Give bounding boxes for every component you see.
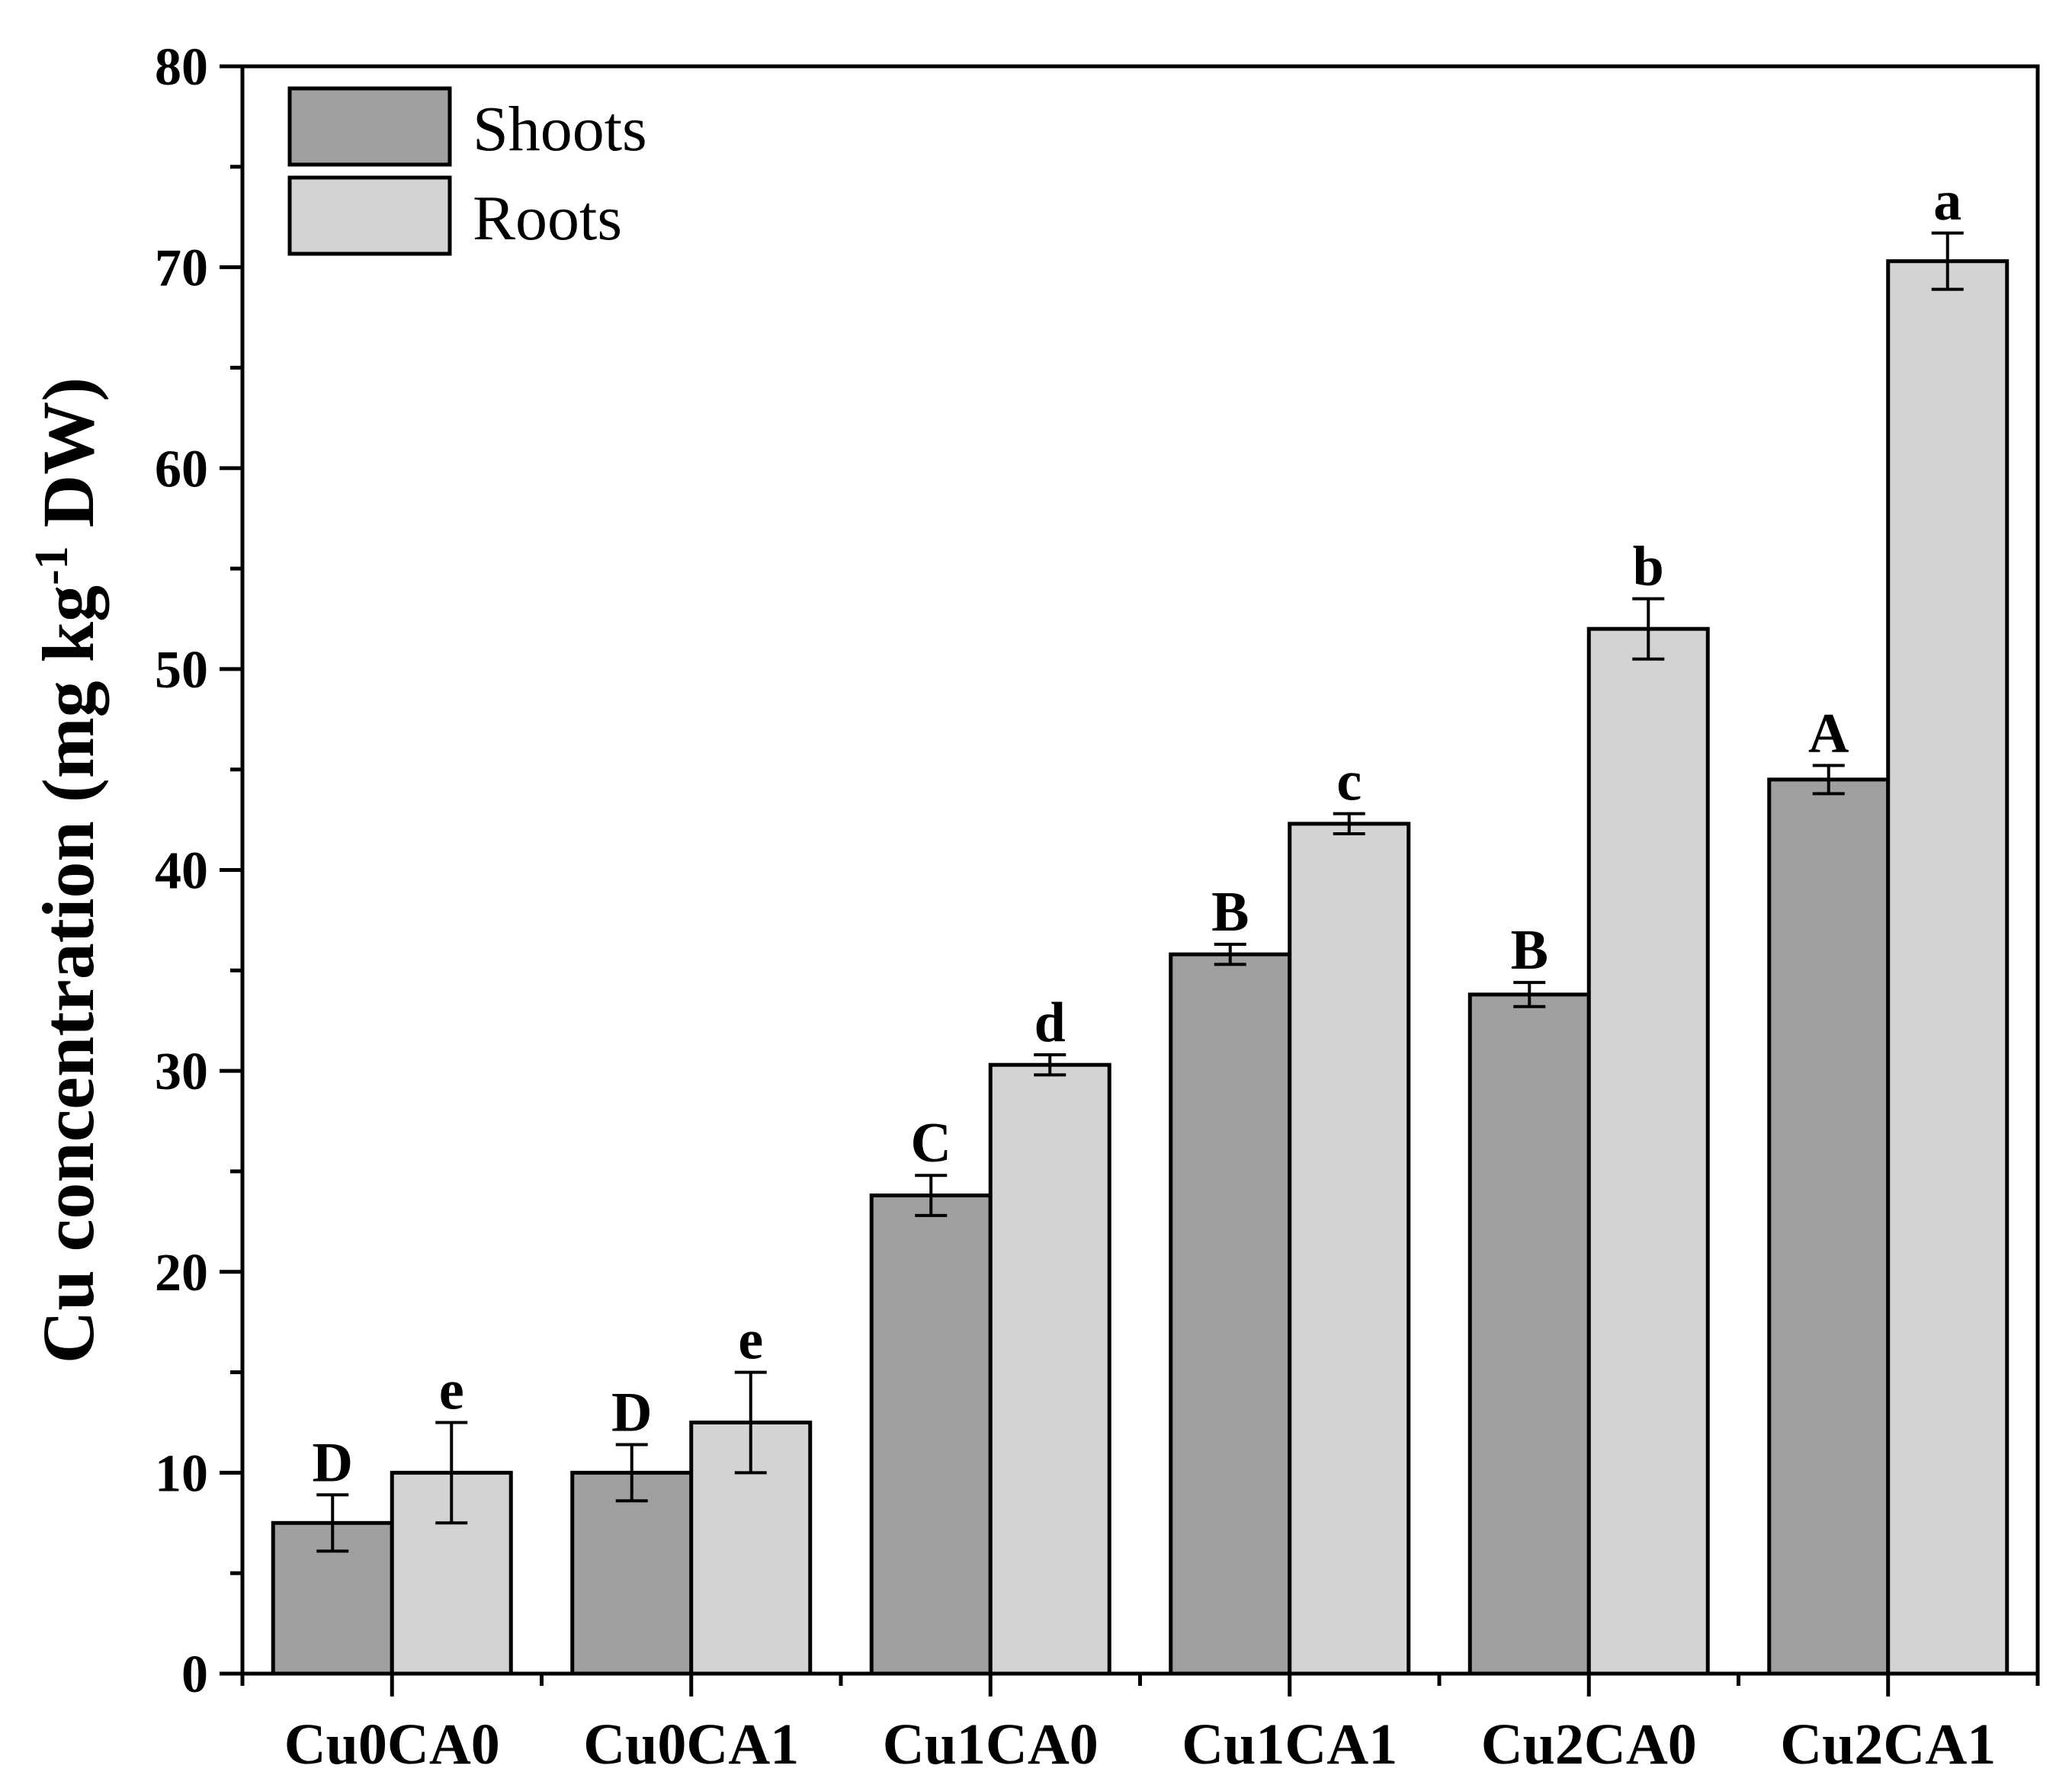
x-category-label: Cu0CA1 bbox=[583, 1713, 799, 1777]
bar-roots-cu2ca1 bbox=[1886, 259, 2009, 1676]
y-axis-title-superscript: -1 bbox=[26, 546, 78, 585]
legend-label-roots: Roots bbox=[473, 183, 622, 254]
y-tick-label: 0 bbox=[181, 1645, 208, 1704]
y-tick-label: 10 bbox=[155, 1444, 208, 1503]
significance-letter: B bbox=[1211, 881, 1249, 944]
bars-layer bbox=[271, 259, 2009, 1676]
significance-letter: d bbox=[1034, 992, 1066, 1054]
legend-swatch-roots bbox=[287, 175, 452, 256]
bar-shoots-cu1ca1 bbox=[1169, 952, 1292, 1676]
significance-letter: b bbox=[1633, 536, 1664, 598]
bar-shoots-cu0ca1 bbox=[570, 1470, 694, 1676]
significance-letter: A bbox=[1808, 702, 1849, 764]
y-tick-label: 70 bbox=[155, 239, 208, 298]
y-tick-label: 30 bbox=[155, 1043, 208, 1101]
x-category-label: Cu0CA0 bbox=[284, 1713, 500, 1777]
bar-shoots-cu1ca0 bbox=[869, 1193, 993, 1676]
bar-roots-cu1ca0 bbox=[988, 1062, 1111, 1676]
y-tick-label: 60 bbox=[155, 440, 208, 498]
y-tick-label: 80 bbox=[155, 38, 208, 97]
significance-letter: e bbox=[439, 1359, 464, 1421]
y-axis: 0 10 20 30 40 50 60 70 80 bbox=[155, 38, 242, 1704]
significance-letter: e bbox=[738, 1309, 763, 1372]
legend-label-shoots: Shoots bbox=[473, 94, 647, 165]
legend-swatch-shoots bbox=[287, 86, 452, 167]
y-axis-title: Cu concentration (mg kg-1 DW) bbox=[26, 377, 109, 1363]
significance-letter: D bbox=[313, 1431, 353, 1494]
y-tick-label: 20 bbox=[155, 1244, 208, 1302]
bar-roots-cu1ca1 bbox=[1288, 822, 1411, 1676]
x-category-label: Cu1CA1 bbox=[1182, 1713, 1397, 1777]
bar-shoots-cu2ca1 bbox=[1767, 777, 1891, 1676]
bar-shoots-cu2ca0 bbox=[1467, 992, 1591, 1676]
significance-letters-layer: De De Cd Bc Bb Aa bbox=[313, 170, 1962, 1495]
significance-letter: a bbox=[1933, 170, 1961, 232]
y-tick-label: 40 bbox=[155, 842, 208, 901]
significance-letter: D bbox=[611, 1381, 652, 1443]
y-axis-title-main: Cu concentration (mg kg bbox=[27, 585, 109, 1363]
significance-letter: c bbox=[1336, 751, 1362, 813]
y-tick-label: 50 bbox=[155, 641, 208, 700]
bar-roots-cu2ca0 bbox=[1586, 626, 1710, 1676]
x-category-label: Cu1CA0 bbox=[883, 1713, 1099, 1777]
significance-letter: B bbox=[1511, 919, 1548, 982]
legend: Shoots Roots bbox=[287, 86, 647, 256]
x-axis: Cu0CA0 Cu0CA1 Cu1CA0 Cu1CA1 Cu2CA0 Cu2CA1 bbox=[240, 1674, 2040, 1777]
error-bars-layer bbox=[316, 231, 1964, 1553]
x-category-label: Cu2CA1 bbox=[1780, 1713, 1996, 1777]
x-category-label: Cu2CA0 bbox=[1481, 1713, 1697, 1777]
significance-letter: C bbox=[911, 1112, 951, 1174]
y-axis-title-suffix: DW) bbox=[27, 377, 109, 546]
